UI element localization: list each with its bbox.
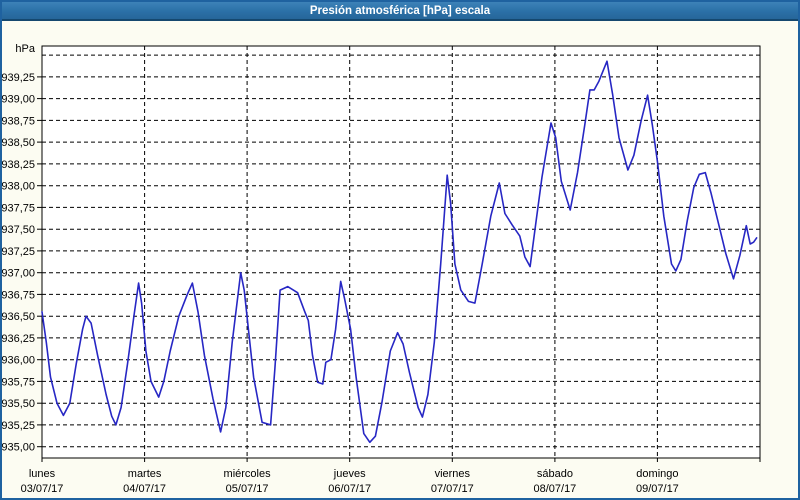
x-day-name-label: miércoles bbox=[224, 468, 272, 480]
y-axis-label: 938,50 bbox=[2, 137, 35, 149]
plot-area bbox=[41, 45, 761, 459]
y-axis-label: 938,25 bbox=[2, 159, 35, 171]
y-axis-label: 937,75 bbox=[2, 202, 35, 214]
x-day-name-label: jueves bbox=[333, 468, 366, 480]
x-day-name-label: martes bbox=[128, 468, 162, 480]
x-day-date-label: 07/07/17 bbox=[431, 483, 474, 495]
x-day-date-label: 06/07/17 bbox=[328, 483, 371, 495]
y-axis-label: 935,00 bbox=[2, 442, 35, 454]
x-day-name-label: viernes bbox=[435, 468, 471, 480]
chart-title-bar: Presión atmosférica [hPa] escala bbox=[2, 2, 798, 21]
y-axis-label: 939,00 bbox=[2, 94, 35, 106]
x-day-name-label: domingo bbox=[636, 468, 678, 480]
x-day-date-label: 04/07/17 bbox=[123, 483, 166, 495]
y-axis-unit-label: hPa bbox=[15, 43, 35, 55]
y-axis-label: 935,75 bbox=[2, 376, 35, 388]
x-day-date-label: 03/07/17 bbox=[21, 483, 64, 495]
x-day-date-label: 08/07/17 bbox=[533, 483, 576, 495]
x-day-name-label: lunes bbox=[29, 468, 56, 480]
pressure-line bbox=[41, 60, 758, 444]
y-axis-label: 938,00 bbox=[2, 181, 35, 193]
y-axis-label: 936,50 bbox=[2, 311, 35, 323]
y-axis-label: 939,25 bbox=[2, 72, 35, 84]
y-axis-label: 936,25 bbox=[2, 333, 35, 345]
chart-title: Presión atmosférica [hPa] escala bbox=[309, 4, 491, 17]
y-axis-label: 935,50 bbox=[2, 398, 35, 410]
x-day-date-label: 05/07/17 bbox=[226, 483, 269, 495]
y-axis-label: 937,25 bbox=[2, 246, 35, 258]
y-axis-label: 937,50 bbox=[2, 224, 35, 236]
x-day-date-label: 09/07/17 bbox=[636, 483, 679, 495]
y-axis-label: 938,75 bbox=[2, 115, 35, 127]
y-axis-label: 935,25 bbox=[2, 420, 35, 432]
y-axis-label: 937,00 bbox=[2, 268, 35, 280]
x-day-name-label: sábado bbox=[537, 468, 573, 480]
y-axis-label: 936,00 bbox=[2, 355, 35, 367]
y-axis-label: 936,75 bbox=[2, 289, 35, 301]
